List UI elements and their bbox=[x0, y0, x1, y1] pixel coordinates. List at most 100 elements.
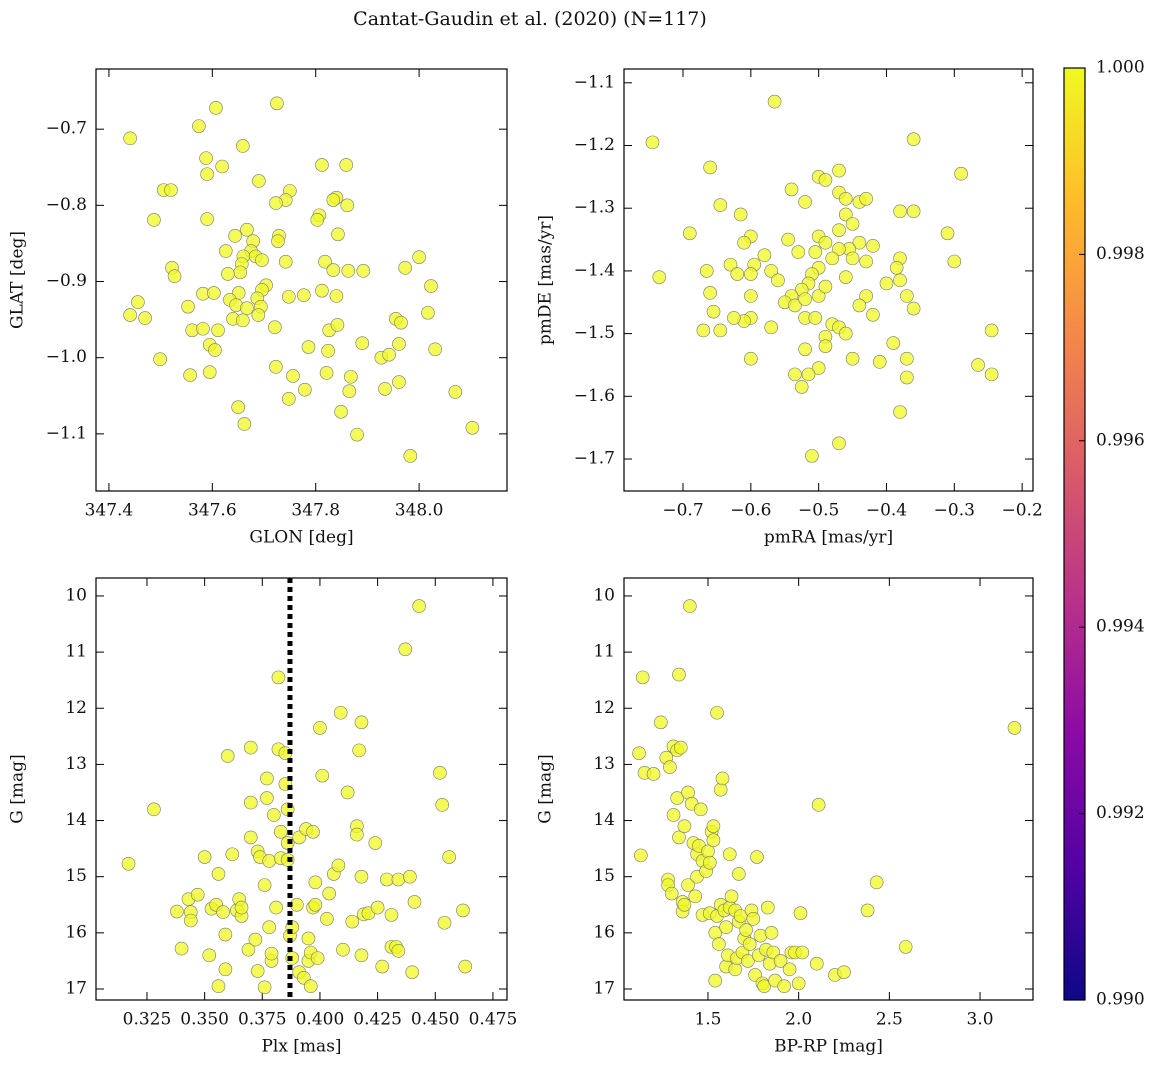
y-tick-label: 15 bbox=[65, 866, 87, 886]
point bbox=[260, 791, 274, 805]
point bbox=[240, 222, 254, 237]
point bbox=[331, 858, 346, 873]
point bbox=[138, 311, 152, 325]
point bbox=[282, 392, 296, 406]
point bbox=[183, 368, 197, 383]
point bbox=[818, 279, 833, 294]
point bbox=[269, 360, 283, 374]
point bbox=[818, 339, 833, 353]
colorbar-tick-label: 0.990 bbox=[1096, 990, 1145, 1010]
point bbox=[879, 276, 894, 291]
point bbox=[202, 365, 217, 379]
point bbox=[693, 802, 708, 817]
point bbox=[832, 436, 846, 451]
point bbox=[805, 449, 819, 463]
point bbox=[147, 213, 161, 227]
point bbox=[167, 269, 182, 283]
point bbox=[645, 135, 660, 150]
point bbox=[954, 166, 968, 181]
point bbox=[319, 366, 334, 380]
point bbox=[798, 342, 812, 357]
point bbox=[673, 740, 688, 755]
point bbox=[345, 914, 360, 929]
point bbox=[403, 869, 417, 884]
point bbox=[310, 951, 325, 965]
point bbox=[845, 351, 860, 366]
point bbox=[236, 313, 250, 328]
point bbox=[801, 367, 816, 382]
point bbox=[906, 204, 921, 219]
point bbox=[788, 367, 802, 382]
point bbox=[269, 196, 283, 210]
point bbox=[798, 292, 812, 306]
point bbox=[216, 905, 230, 919]
point bbox=[757, 979, 772, 993]
x-tick-label: 3.0 bbox=[967, 1010, 994, 1030]
point bbox=[341, 264, 356, 278]
point bbox=[356, 264, 371, 278]
point bbox=[984, 367, 999, 382]
point bbox=[771, 273, 785, 288]
point bbox=[221, 267, 235, 281]
point bbox=[236, 139, 250, 153]
point bbox=[412, 599, 426, 613]
point bbox=[329, 289, 344, 303]
point bbox=[825, 251, 840, 266]
x-tick-label: −0.6 bbox=[730, 501, 771, 521]
point bbox=[791, 245, 806, 259]
point bbox=[703, 160, 717, 175]
point bbox=[677, 897, 692, 912]
point bbox=[306, 824, 320, 839]
point bbox=[164, 183, 178, 197]
y-tick-label: 16 bbox=[65, 922, 87, 942]
point bbox=[859, 254, 873, 269]
point bbox=[398, 261, 412, 275]
point bbox=[860, 903, 875, 918]
colorbar bbox=[1063, 67, 1086, 1001]
point bbox=[811, 289, 826, 303]
point bbox=[225, 847, 240, 862]
point bbox=[683, 599, 697, 613]
y-tick-label: −0.7 bbox=[46, 119, 87, 139]
plot-area bbox=[95, 577, 508, 1001]
point bbox=[732, 867, 746, 881]
point bbox=[271, 234, 285, 248]
point bbox=[838, 191, 853, 206]
point bbox=[900, 370, 914, 385]
y-tick-label: 13 bbox=[593, 754, 615, 774]
point bbox=[340, 198, 355, 213]
point bbox=[713, 782, 728, 797]
point bbox=[670, 791, 684, 805]
point bbox=[777, 979, 791, 993]
y-axis-label: pmDE [mas/yr] bbox=[536, 215, 556, 345]
point bbox=[672, 830, 686, 845]
x-tick-label: 2.0 bbox=[785, 1010, 812, 1030]
point bbox=[688, 889, 703, 904]
point bbox=[202, 948, 217, 963]
point bbox=[818, 173, 833, 187]
point bbox=[737, 235, 751, 250]
point bbox=[269, 900, 283, 915]
point bbox=[251, 308, 266, 322]
y-tick-label: −0.9 bbox=[46, 271, 87, 291]
x-tick-label: 0.400 bbox=[296, 1010, 345, 1030]
point bbox=[123, 308, 137, 322]
colorbar-tick-label: 0.994 bbox=[1096, 617, 1145, 637]
point bbox=[984, 323, 999, 338]
point bbox=[947, 254, 962, 269]
point bbox=[354, 948, 369, 963]
x-axis-label: Plx [mas] bbox=[261, 1037, 341, 1057]
point bbox=[378, 382, 392, 396]
point bbox=[250, 964, 265, 978]
point bbox=[808, 245, 823, 259]
point bbox=[394, 315, 408, 330]
point bbox=[728, 962, 742, 977]
point bbox=[733, 909, 748, 923]
y-tick-label: −1.1 bbox=[46, 423, 87, 443]
y-axis-label: G [mag] bbox=[8, 754, 28, 823]
y-tick-label: 13 bbox=[65, 754, 87, 774]
point bbox=[677, 819, 692, 833]
x-tick-label: 347.4 bbox=[85, 501, 134, 521]
point bbox=[380, 872, 394, 887]
